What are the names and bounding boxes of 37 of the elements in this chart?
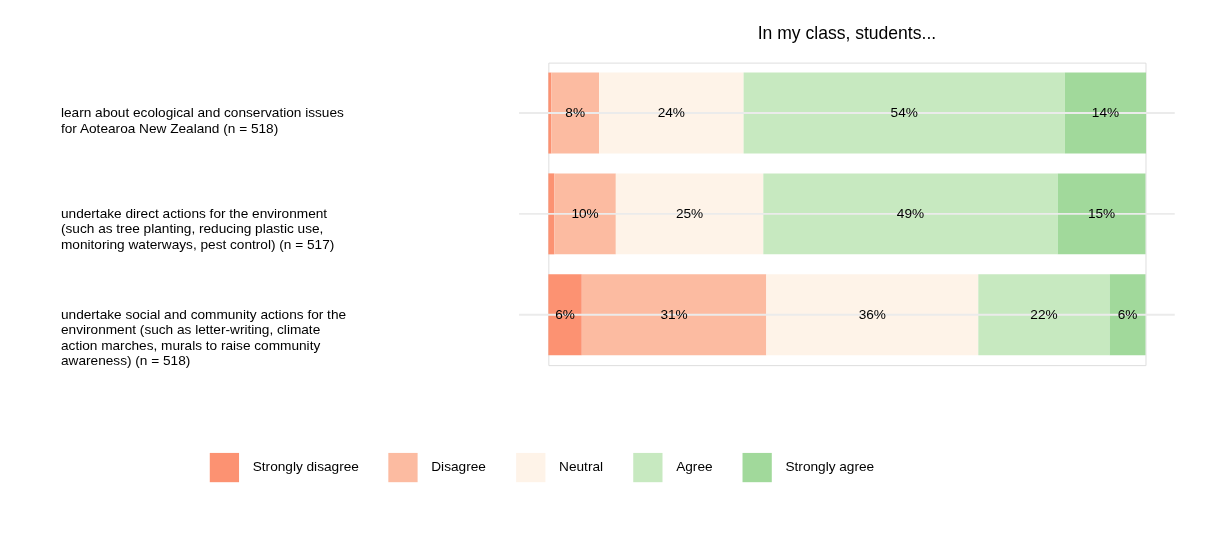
data-label: 6% [1117, 306, 1138, 322]
bar [1109, 274, 1146, 356]
data-label: 8% [565, 104, 586, 120]
data-label: 36% [858, 306, 886, 322]
bar [1064, 72, 1147, 154]
bar [766, 274, 979, 356]
chart-title: In my class, students... [757, 23, 937, 44]
bar [551, 72, 600, 154]
bar [581, 274, 767, 356]
bar [599, 72, 744, 154]
bar [548, 274, 582, 356]
bar [615, 173, 764, 255]
legend-label: Strongly agree [785, 459, 875, 475]
data-label: 14% [1091, 104, 1120, 120]
bar [554, 173, 616, 255]
y-tick-label: undertake social and community actions for the environment (such as letter-writing, climate action marches, murals to raise community awareness) (n = 518) [60, 306, 347, 369]
data-label: 49% [896, 205, 925, 221]
data-label: 22% [1030, 306, 1058, 322]
bar [763, 173, 1058, 255]
data-label: 15% [1087, 205, 1116, 221]
legend-label: Agree [676, 459, 713, 475]
data-label: 10% [571, 205, 599, 221]
data-label: 6% [555, 306, 575, 322]
data-label: 54% [890, 104, 918, 120]
y-tick-label: undertake direct actions for the environment (such as tree planting, reducing plastic use, monitoring waterways, pest control) (n = 517) [60, 205, 335, 252]
bar [1057, 173, 1146, 255]
data-label: 31% [660, 306, 688, 322]
legend-label: Neutral [559, 459, 604, 475]
legend-label: Disagree [431, 459, 486, 475]
bar [548, 72, 552, 154]
bar [548, 173, 555, 255]
bar [743, 72, 1065, 154]
data-label: 25% [675, 205, 704, 221]
data-label: 24% [657, 104, 686, 120]
bar [978, 274, 1110, 356]
y-tick-label: learn about ecological and conservation issues for Aotearoa New Zealand (n = 518) [60, 104, 344, 136]
legend-label: Strongly disagree [252, 459, 359, 475]
